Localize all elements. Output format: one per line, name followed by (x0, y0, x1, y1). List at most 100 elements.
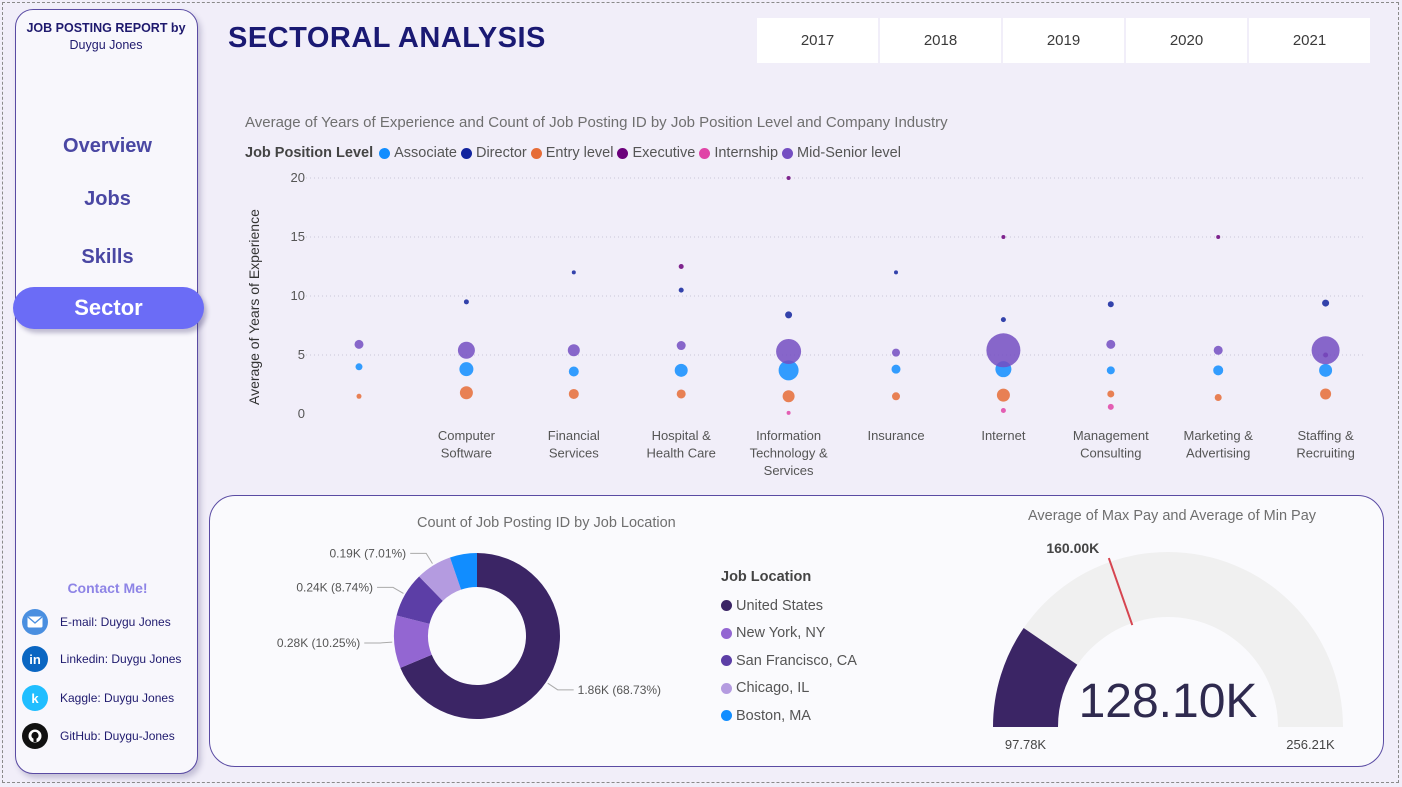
nav-sector[interactable]: Sector (13, 287, 204, 329)
x-tick-information-technology-services: Information Technology & Services (750, 428, 828, 478)
x-tick-internet: Internet (981, 428, 1025, 443)
point-director-6 (1000, 317, 1006, 323)
x-tick-management-consulting: Management Consulting (1073, 428, 1149, 461)
legend-item-united-states[interactable]: United States (721, 592, 857, 620)
point-entry-level-0 (356, 393, 362, 399)
point-entry-level-8 (1214, 393, 1222, 401)
x-tick-hospital-health-care: Hospital & Health Care (647, 428, 716, 461)
x-tick-marketing-advertising: Marketing & Advertising (1184, 428, 1254, 461)
point-director-1 (463, 299, 469, 305)
legend-item-boston[interactable]: Boston, MA (721, 702, 857, 730)
point-director-9 (1322, 299, 1330, 307)
x-tick-staffing-recruiting: Staffing & Recruiting (1296, 428, 1355, 461)
mail-icon (22, 609, 48, 635)
contact-title: Contact Me! (67, 580, 148, 596)
point-internship-6 (1000, 407, 1006, 413)
slice-new-york-ny (394, 615, 432, 668)
x-tick-insurance: Insurance (867, 428, 924, 443)
legend-item-entry-level[interactable]: Entry level (530, 145, 613, 161)
leader-united-states (547, 682, 574, 691)
kaggle-icon: k (22, 685, 48, 711)
slice-san-francisco-ca (396, 576, 443, 624)
legend-item-new-york[interactable]: New York, NY (721, 620, 857, 648)
point-associate-4 (778, 360, 799, 381)
slice-boston-ma (450, 553, 477, 590)
point-entry-level-3 (676, 389, 686, 399)
gauge-target-marker (1107, 557, 1134, 626)
point-director-2 (571, 270, 576, 275)
point-mid-senior-level-9 (1311, 336, 1340, 365)
scatter-legend-title: Job Position Level (245, 145, 374, 161)
point-director-5 (894, 270, 898, 275)
report-author: Duygu Jones (69, 38, 143, 52)
point-director-4 (785, 311, 793, 319)
donut-chart-title: Count of Job Posting ID by Job Location (417, 515, 676, 531)
point-associate-3 (674, 363, 688, 377)
y-tick-10: 10 (291, 288, 305, 303)
page-title: SECTORAL ANALYSIS (228, 22, 546, 54)
scatter-chart-title: Average of Years of Experience and Count… (245, 114, 948, 131)
scatter-legend: Job Position Level Associate Director En… (245, 145, 905, 161)
github-icon (22, 723, 48, 749)
legend-item-internship[interactable]: Internship (699, 145, 778, 161)
leader-chicago-il (410, 552, 433, 564)
legend-item-executive[interactable]: Executive (617, 145, 695, 161)
point-mid-senior-level-4 (776, 338, 802, 364)
contact-linkedin[interactable]: in Linkedin: Duygu Jones (22, 645, 181, 673)
year-tab-2019[interactable]: 2019 (1003, 18, 1124, 63)
legend-item-director[interactable]: Director (460, 145, 527, 161)
y-tick-0: 0 (298, 406, 305, 421)
point-entry-level-9 (1320, 388, 1332, 400)
point-mid-senior-level-1 (457, 341, 475, 359)
gauge-chart: 160.00K 128.10K 97.78K 256.21K (993, 540, 1343, 752)
legend-item-san-francisco[interactable]: San Francisco, CA (721, 647, 857, 675)
linkedin-icon: in (22, 646, 48, 672)
legend-item-chicago[interactable]: Chicago, IL (721, 675, 857, 703)
point-entry-level-4 (782, 390, 795, 403)
scatter-chart: 0 5 10 15 20 Computer Software Financial Service… (291, 170, 1365, 478)
point-mid-senior-level-3 (676, 341, 686, 351)
contact-email[interactable]: E-mail: Duygu Jones (22, 608, 171, 636)
donut-chart: 1.86K (68.73%) 0.28K (10.25%) 0.24K (8.74%… (277, 546, 661, 719)
nav-jobs[interactable]: Jobs (84, 188, 131, 210)
slice-chicago-il (419, 557, 462, 601)
nav-overview[interactable]: Overview (63, 135, 152, 157)
point-associate-8 (1213, 365, 1224, 376)
y-tick-15: 15 (291, 229, 305, 244)
contact-kaggle-label: Kaggle: Duygu Jones (60, 691, 175, 705)
legend-item-associate[interactable]: Associate (379, 145, 457, 161)
contact-kaggle[interactable]: k Kaggle: Duygu Jones (22, 684, 174, 712)
point-executive-6 (1001, 235, 1006, 239)
x-tick-financial-services: Financial Services (548, 428, 600, 461)
point-entry-level-5 (892, 392, 900, 401)
y-tick-5: 5 (298, 347, 305, 362)
x-tick-computer-software: Computer Software (438, 428, 496, 461)
point-director-7 (1107, 301, 1114, 308)
point-associate-7 (1106, 366, 1115, 375)
year-tab-2018[interactable]: 2018 (880, 18, 1001, 63)
point-associate-1 (459, 362, 474, 377)
point-executive-8 (1216, 235, 1221, 239)
nav-skills[interactable]: Skills (81, 246, 134, 268)
point-entry-level-7 (1107, 390, 1115, 398)
contact-github[interactable]: GitHub: Duygu-Jones (22, 722, 175, 750)
legend-item-mid-senior[interactable]: Mid-Senior level (782, 145, 901, 161)
point-entry-level-6 (996, 388, 1010, 402)
point-associate-2 (568, 366, 579, 377)
point-mid-senior-level-7 (1106, 339, 1116, 349)
contact-email-label: E-mail: Duygu Jones (60, 615, 171, 629)
point-associate-0 (355, 363, 363, 371)
point-director-3 (678, 287, 684, 293)
point-mid-senior-level-0 (354, 339, 364, 349)
year-tab-2021[interactable]: 2021 (1249, 18, 1370, 63)
data-label-new-york-ny: 0.28K (10.25%) (277, 636, 360, 650)
point-internship-7 (1107, 403, 1114, 410)
year-tab-2017[interactable]: 2017 (757, 18, 878, 63)
gauge-fill (993, 628, 1078, 727)
year-slicer: 2017 2018 2019 2020 2021 (757, 18, 1370, 63)
location-legend-title: Job Location (721, 569, 812, 585)
gauge-target-label: 160.00K (1046, 540, 1099, 556)
point-entry-level-1 (459, 386, 473, 400)
data-label-san-francisco-ca: 0.24K (8.74%) (296, 580, 373, 594)
year-tab-2020[interactable]: 2020 (1126, 18, 1247, 63)
